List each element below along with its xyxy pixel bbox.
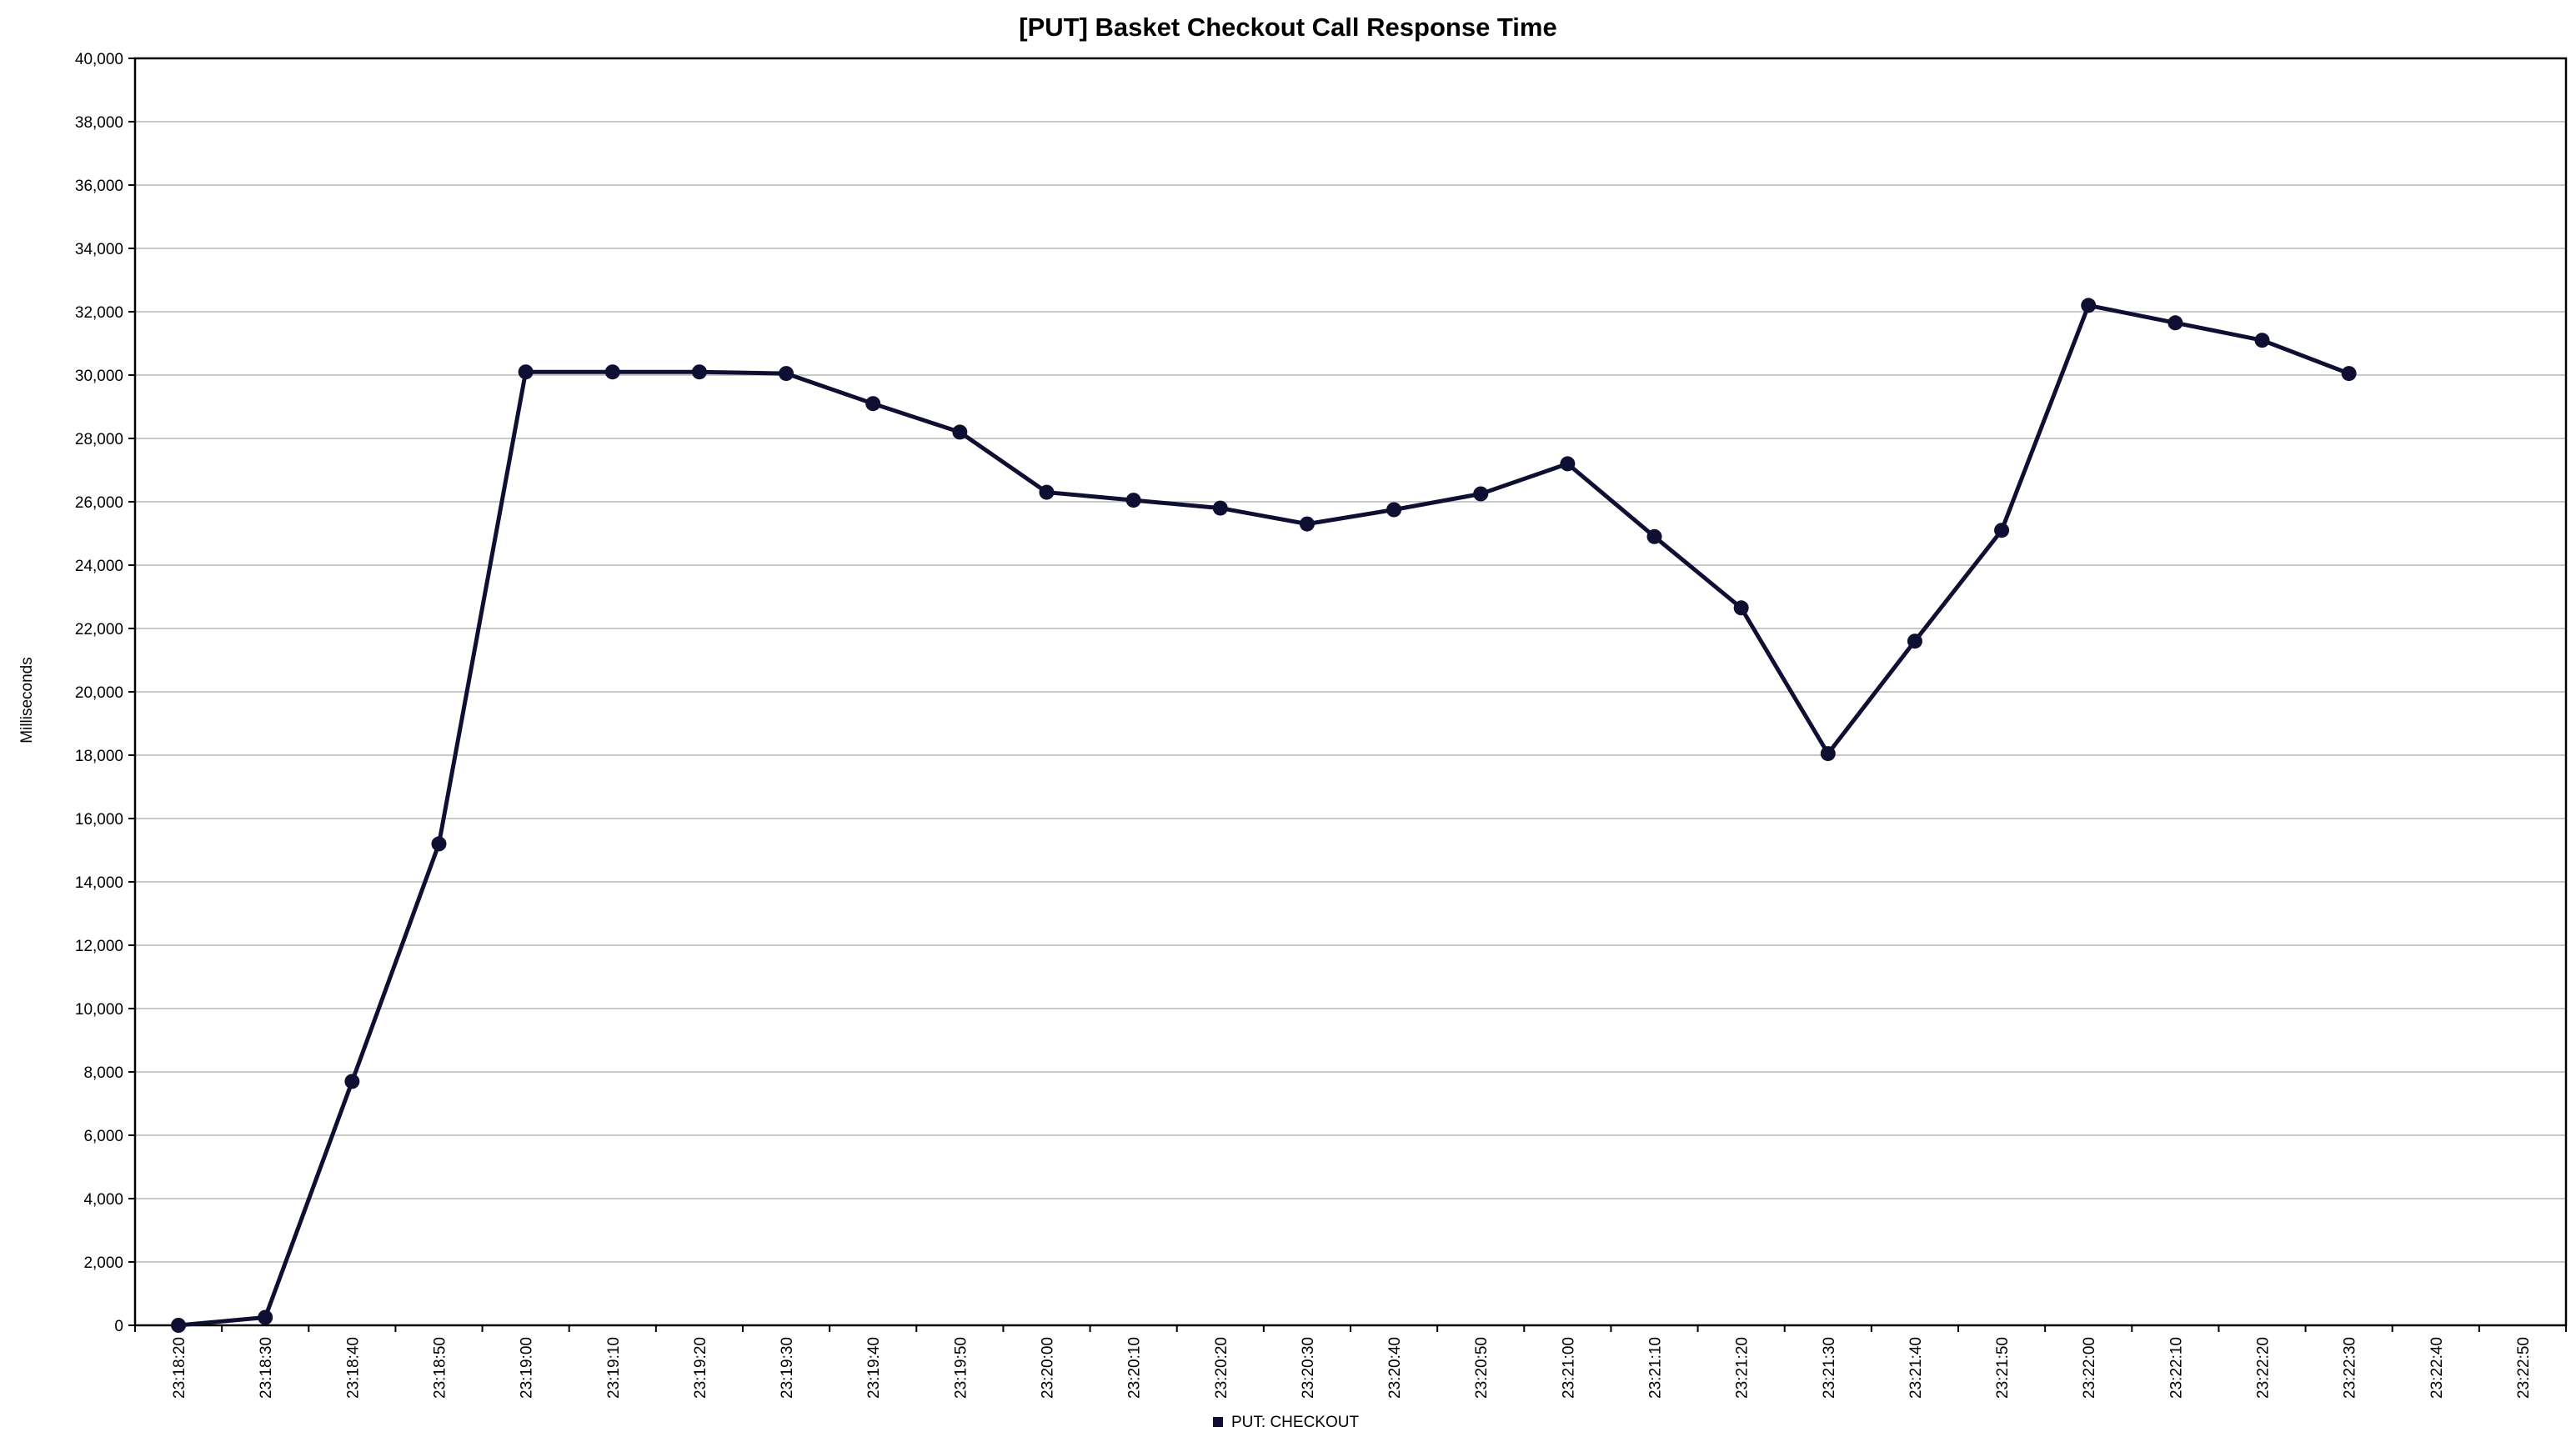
data-point (1299, 516, 1315, 532)
x-tick-label: 23:21:10 (1647, 1337, 1665, 1399)
data-point (2081, 298, 2097, 313)
data-point (344, 1074, 360, 1089)
y-tick-label: 8,000 (83, 1064, 123, 1082)
series-layer (171, 298, 2357, 1333)
y-tick-label: 26,000 (75, 494, 123, 512)
x-tick-label: 23:21:40 (1907, 1337, 1925, 1399)
data-point (1212, 500, 1228, 516)
data-point (1560, 456, 1576, 472)
x-tick-label: 23:20:30 (1300, 1337, 1317, 1399)
data-point (2168, 315, 2183, 331)
y-tick-label: 10,000 (75, 1001, 123, 1019)
x-tick-label: 23:21:00 (1560, 1337, 1577, 1399)
y-tick-label: 36,000 (75, 178, 123, 195)
x-tick-label: 23:18:30 (258, 1337, 275, 1399)
y-tick-label: 34,000 (75, 241, 123, 258)
x-tick-label: 23:21:20 (1734, 1337, 1752, 1399)
chart-title: [PUT] Basket Checkout Call Response Time (1019, 13, 1556, 42)
y-tick-label: 2,000 (83, 1254, 123, 1272)
data-point (1039, 484, 1055, 500)
x-tick-label: 23:19:10 (605, 1337, 623, 1399)
x-tick-label: 23:22:20 (2255, 1337, 2273, 1399)
x-tick-label: 23:20:40 (1386, 1337, 1404, 1399)
y-tick-label: 28,000 (75, 431, 123, 448)
x-tick-label: 23:18:50 (432, 1337, 449, 1399)
data-point (171, 1318, 187, 1333)
y-tick-label: 22,000 (75, 621, 123, 638)
y-tick-label: 16,000 (75, 811, 123, 829)
data-point (258, 1309, 273, 1325)
data-point (2254, 333, 2270, 348)
data-point (1907, 633, 1922, 649)
data-point (1646, 528, 1662, 544)
x-tick-label: 23:21:30 (1821, 1337, 1838, 1399)
x-tick-label: 23:19:40 (865, 1337, 883, 1399)
data-point (1994, 523, 2010, 538)
data-point (1473, 486, 1489, 502)
legend-label: PUT: CHECKOUT (1231, 1414, 1359, 1431)
x-tick-label: 23:22:50 (2515, 1337, 2533, 1399)
legend-swatch (1213, 1417, 1223, 1427)
y-tick-label: 30,000 (75, 368, 123, 385)
x-tick-label: 23:20:10 (1126, 1337, 1144, 1399)
x-tick-label: 23:19:50 (952, 1337, 970, 1399)
data-point (604, 364, 620, 380)
x-tick-label: 23:22:40 (2428, 1337, 2446, 1399)
data-point (1820, 746, 1836, 762)
y-tick-label: 18,000 (75, 748, 123, 765)
y-tick-label: 4,000 (83, 1191, 123, 1209)
data-point (431, 836, 447, 852)
x-tick-label: 23:19:20 (692, 1337, 709, 1399)
data-point (779, 366, 794, 382)
y-axis-label: Milliseconds (18, 657, 36, 743)
data-point (865, 396, 881, 412)
y-tick-label: 14,000 (75, 874, 123, 892)
x-tick-label: 23:22:30 (2342, 1337, 2359, 1399)
x-tick-label: 23:18:20 (171, 1337, 188, 1399)
x-tick-label: 23:22:10 (2168, 1337, 2185, 1399)
gridlines (135, 121, 2566, 1263)
x-tick-label: 23:19:00 (519, 1337, 536, 1399)
y-tick-label: 24,000 (75, 558, 123, 575)
data-point (1733, 600, 1749, 616)
y-tick-label: 12,000 (75, 938, 123, 955)
y-axis-ticks: 0 2,000 4,000 6,000 8,000 10,000 12,000 14,000 1… (75, 51, 135, 1335)
data-point (691, 364, 707, 380)
data-point (2341, 366, 2357, 382)
x-tick-label: 23:19:30 (779, 1337, 796, 1399)
x-axis-ticks: 23:18:20 23:18:30 23:18:40 23:18:50 23:19:00… (134, 1325, 2567, 1399)
data-point (1125, 493, 1141, 508)
series-line (178, 303, 2350, 1328)
x-tick-label: 23:18:40 (344, 1337, 362, 1399)
data-point (952, 424, 968, 440)
y-tick-label: 32,000 (75, 304, 123, 322)
y-tick-label: 6,000 (83, 1128, 123, 1145)
x-tick-label: 23:20:50 (1473, 1337, 1491, 1399)
y-tick-label: 38,000 (75, 114, 123, 132)
x-tick-label: 23:21:50 (1994, 1337, 2012, 1399)
y-tick-label: 0 (114, 1318, 123, 1335)
x-tick-label: 23:20:20 (1213, 1337, 1230, 1399)
data-point (518, 364, 534, 380)
y-tick-label: 20,000 (75, 684, 123, 702)
data-point (1386, 502, 1402, 518)
x-tick-label: 23:20:00 (1040, 1337, 1057, 1399)
legend: PUT: CHECKOUT (1213, 1414, 1359, 1431)
x-tick-label: 23:22:00 (2081, 1337, 2098, 1399)
y-tick-label: 40,000 (75, 51, 123, 68)
